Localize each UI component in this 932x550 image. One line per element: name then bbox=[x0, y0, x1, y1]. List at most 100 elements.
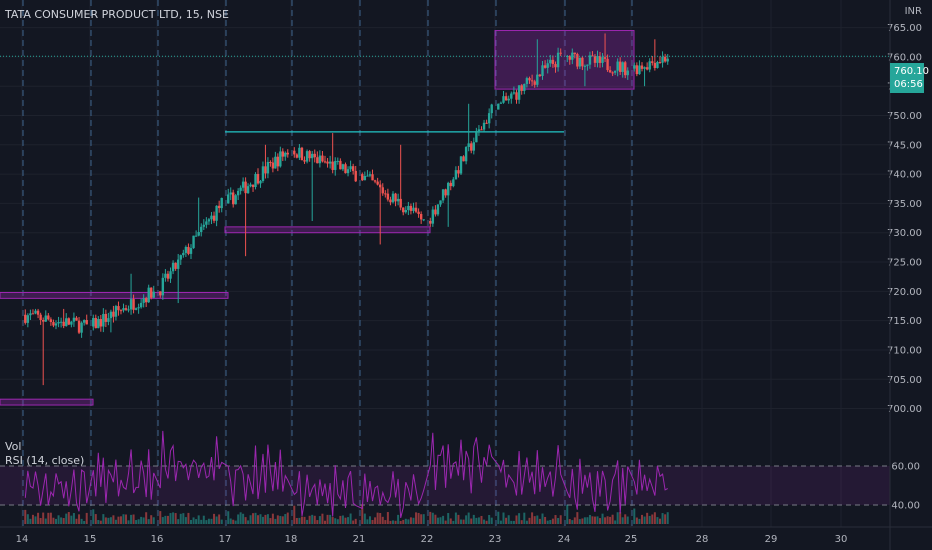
volume-bar bbox=[122, 514, 125, 524]
volume-bar bbox=[596, 516, 599, 524]
volume-bar bbox=[298, 517, 301, 524]
candle-body bbox=[653, 62, 657, 68]
volume-bar bbox=[392, 520, 394, 524]
candle-body bbox=[436, 204, 440, 215]
volume-bar bbox=[311, 514, 314, 524]
candle-body bbox=[407, 205, 410, 210]
volume-bar bbox=[242, 513, 245, 524]
candle-body bbox=[459, 156, 463, 174]
candle-body bbox=[391, 193, 395, 203]
candle-body bbox=[217, 205, 221, 209]
volume-bar bbox=[566, 504, 569, 524]
volume-bar bbox=[525, 520, 528, 524]
candle-body bbox=[533, 81, 536, 85]
volume-bar bbox=[554, 515, 557, 524]
candle-body bbox=[67, 318, 70, 325]
volume-bar bbox=[502, 512, 505, 524]
candle-body bbox=[202, 224, 205, 227]
volume-bar bbox=[601, 513, 604, 524]
candle-body bbox=[102, 313, 105, 327]
volume-bar bbox=[363, 513, 366, 524]
candle-body bbox=[376, 181, 379, 185]
candle-body bbox=[54, 323, 58, 326]
volume-bar bbox=[213, 513, 216, 524]
volume-bar bbox=[264, 514, 267, 524]
candle-body bbox=[109, 311, 113, 319]
volume-bar bbox=[588, 514, 591, 524]
volume-bar bbox=[279, 515, 282, 524]
candle-body bbox=[485, 122, 488, 124]
candle-body bbox=[281, 151, 284, 157]
volume-bar bbox=[653, 512, 656, 524]
candle-body bbox=[94, 317, 97, 329]
volume-bar bbox=[656, 517, 659, 524]
price-axis-label: 765.00 bbox=[887, 23, 922, 34]
volume-bar bbox=[80, 518, 83, 524]
candle-body bbox=[538, 74, 542, 77]
volume-bar bbox=[439, 517, 442, 524]
candle-body bbox=[541, 65, 544, 77]
volume-bar bbox=[374, 517, 377, 524]
volume-bar bbox=[75, 518, 78, 524]
volume-bar bbox=[271, 513, 274, 524]
candle-body bbox=[386, 193, 390, 200]
candle-body bbox=[439, 200, 442, 205]
volume-bar bbox=[99, 520, 102, 524]
candle-body bbox=[152, 291, 155, 298]
candle-body bbox=[583, 65, 587, 67]
volume-bar bbox=[557, 518, 560, 524]
candle-body bbox=[381, 187, 384, 194]
candle-body bbox=[150, 287, 153, 298]
volume-bar bbox=[361, 504, 364, 524]
candle-body bbox=[373, 180, 377, 182]
candle-body bbox=[326, 161, 329, 164]
candle-body bbox=[551, 59, 555, 65]
price-axis-label: 725.00 bbox=[887, 258, 922, 269]
candle-body bbox=[62, 321, 65, 327]
last-price-value: 760.10 bbox=[894, 66, 929, 77]
volume-bar bbox=[470, 518, 473, 524]
volume-bar bbox=[661, 513, 664, 524]
volume-bar bbox=[490, 517, 493, 524]
volume-bar bbox=[452, 520, 455, 524]
volume-bar bbox=[626, 516, 629, 524]
volume-bar bbox=[47, 512, 50, 524]
volume-bar bbox=[249, 515, 252, 524]
candle-body bbox=[107, 318, 110, 322]
candle-body bbox=[363, 175, 367, 181]
volume-bar bbox=[334, 518, 337, 524]
candle-body bbox=[274, 156, 277, 169]
price-axis-label: 705.00 bbox=[887, 375, 922, 386]
candle-body bbox=[129, 299, 133, 310]
candle-body bbox=[663, 56, 667, 62]
candle-body bbox=[402, 207, 405, 213]
candle-body bbox=[457, 170, 460, 174]
volume-bar bbox=[127, 520, 130, 524]
volume-bar bbox=[29, 518, 32, 524]
volume-bar bbox=[533, 516, 536, 524]
volume-bar bbox=[269, 518, 272, 524]
volume-bar bbox=[284, 514, 287, 524]
candle-body bbox=[464, 147, 468, 162]
volume-bar bbox=[195, 519, 198, 524]
candle-body bbox=[244, 181, 247, 194]
volume-bar bbox=[394, 520, 397, 524]
candle-body bbox=[187, 246, 190, 254]
candle-body bbox=[588, 55, 592, 65]
candle-body bbox=[311, 153, 314, 159]
candle-body bbox=[339, 160, 342, 170]
volume-bar bbox=[92, 509, 95, 524]
volume-bar bbox=[581, 518, 584, 524]
volume-bar bbox=[576, 512, 579, 524]
volume-bar bbox=[60, 517, 63, 524]
volume-bar bbox=[324, 520, 326, 524]
volume-bar bbox=[192, 517, 195, 524]
candle-body bbox=[643, 67, 646, 69]
candle-body bbox=[470, 143, 473, 151]
volume-bar bbox=[70, 515, 73, 524]
candle-body bbox=[422, 219, 425, 221]
volume-bar bbox=[512, 520, 515, 524]
candle-body bbox=[220, 197, 223, 209]
